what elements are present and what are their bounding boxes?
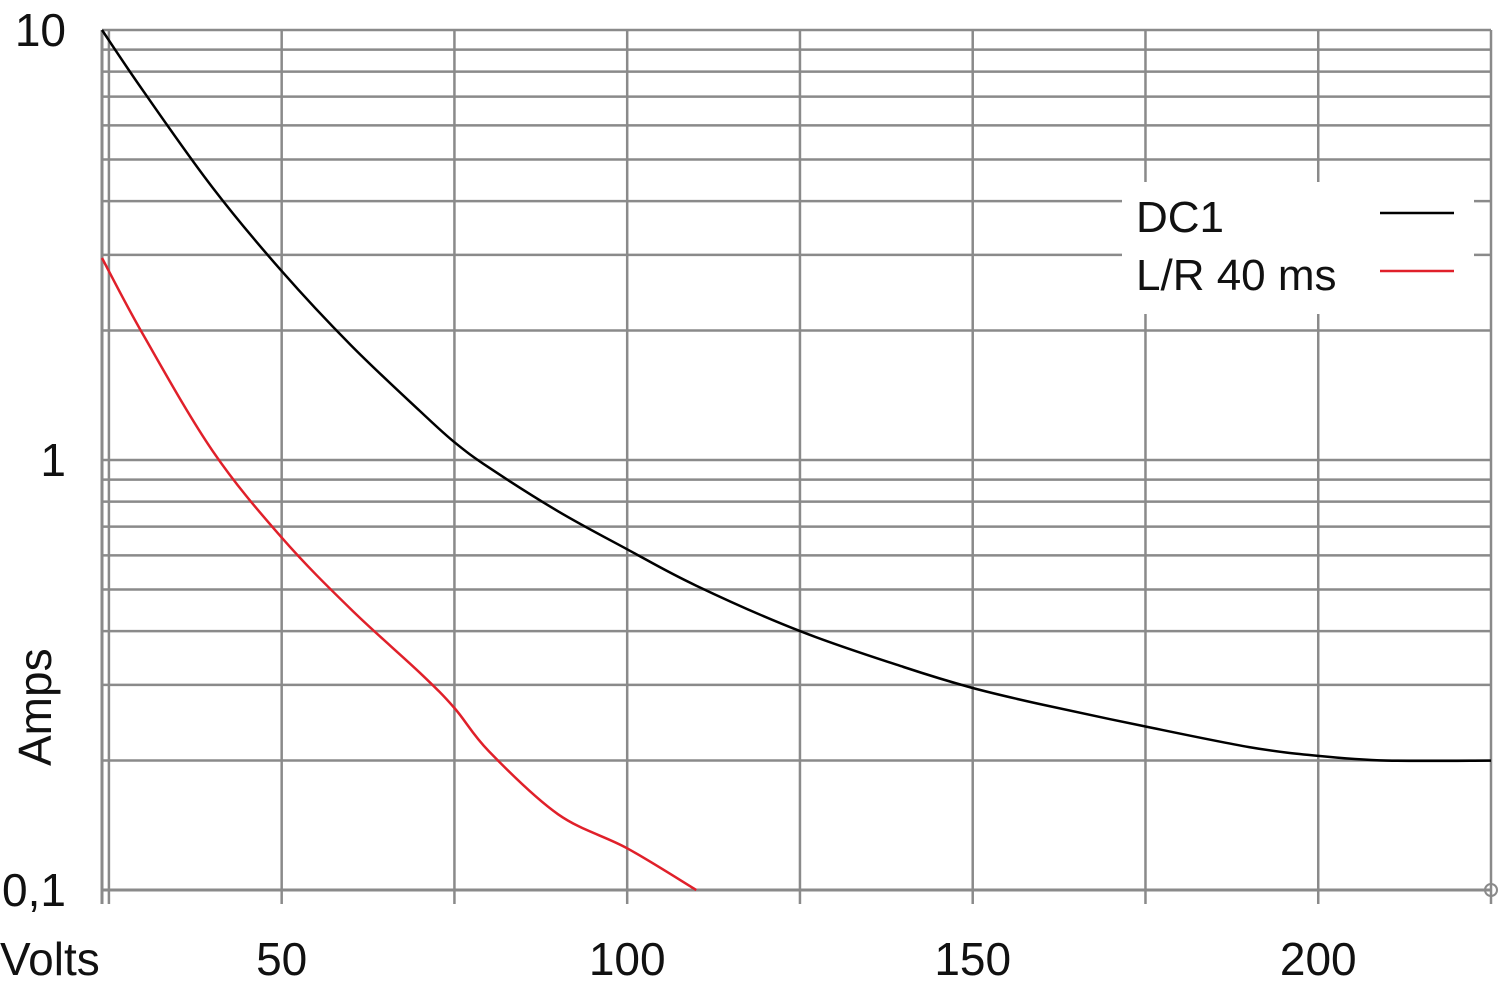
series-layer	[100, 29, 1492, 892]
grid	[100, 28, 1493, 904]
series-line-dc1	[100, 29, 1492, 763]
axis-end-marker	[1484, 883, 1498, 897]
x-tick-label: 50	[256, 933, 307, 985]
x-tick-label: 150	[934, 933, 1011, 985]
x-tick-label: 100	[589, 933, 666, 985]
legend-label-lr40ms: L/R 40 ms	[1136, 251, 1337, 300]
x-axis-title: Volts	[0, 933, 100, 985]
y-tick-label: 0,1	[2, 864, 66, 916]
legend: DC1 L/R 40 ms	[1122, 182, 1474, 314]
x-tick-label: 200	[1280, 933, 1357, 985]
legend-box	[1122, 182, 1474, 314]
legend-label-dc1: DC1	[1136, 193, 1224, 242]
y-tick-label: 10	[15, 4, 66, 56]
tick-labels: 50 100 150 200 10 1 0,1	[2, 4, 1357, 985]
y-tick-label: 1	[40, 434, 66, 486]
series-line-lr40ms	[100, 257, 697, 892]
y-axis-title: Amps	[9, 648, 61, 766]
